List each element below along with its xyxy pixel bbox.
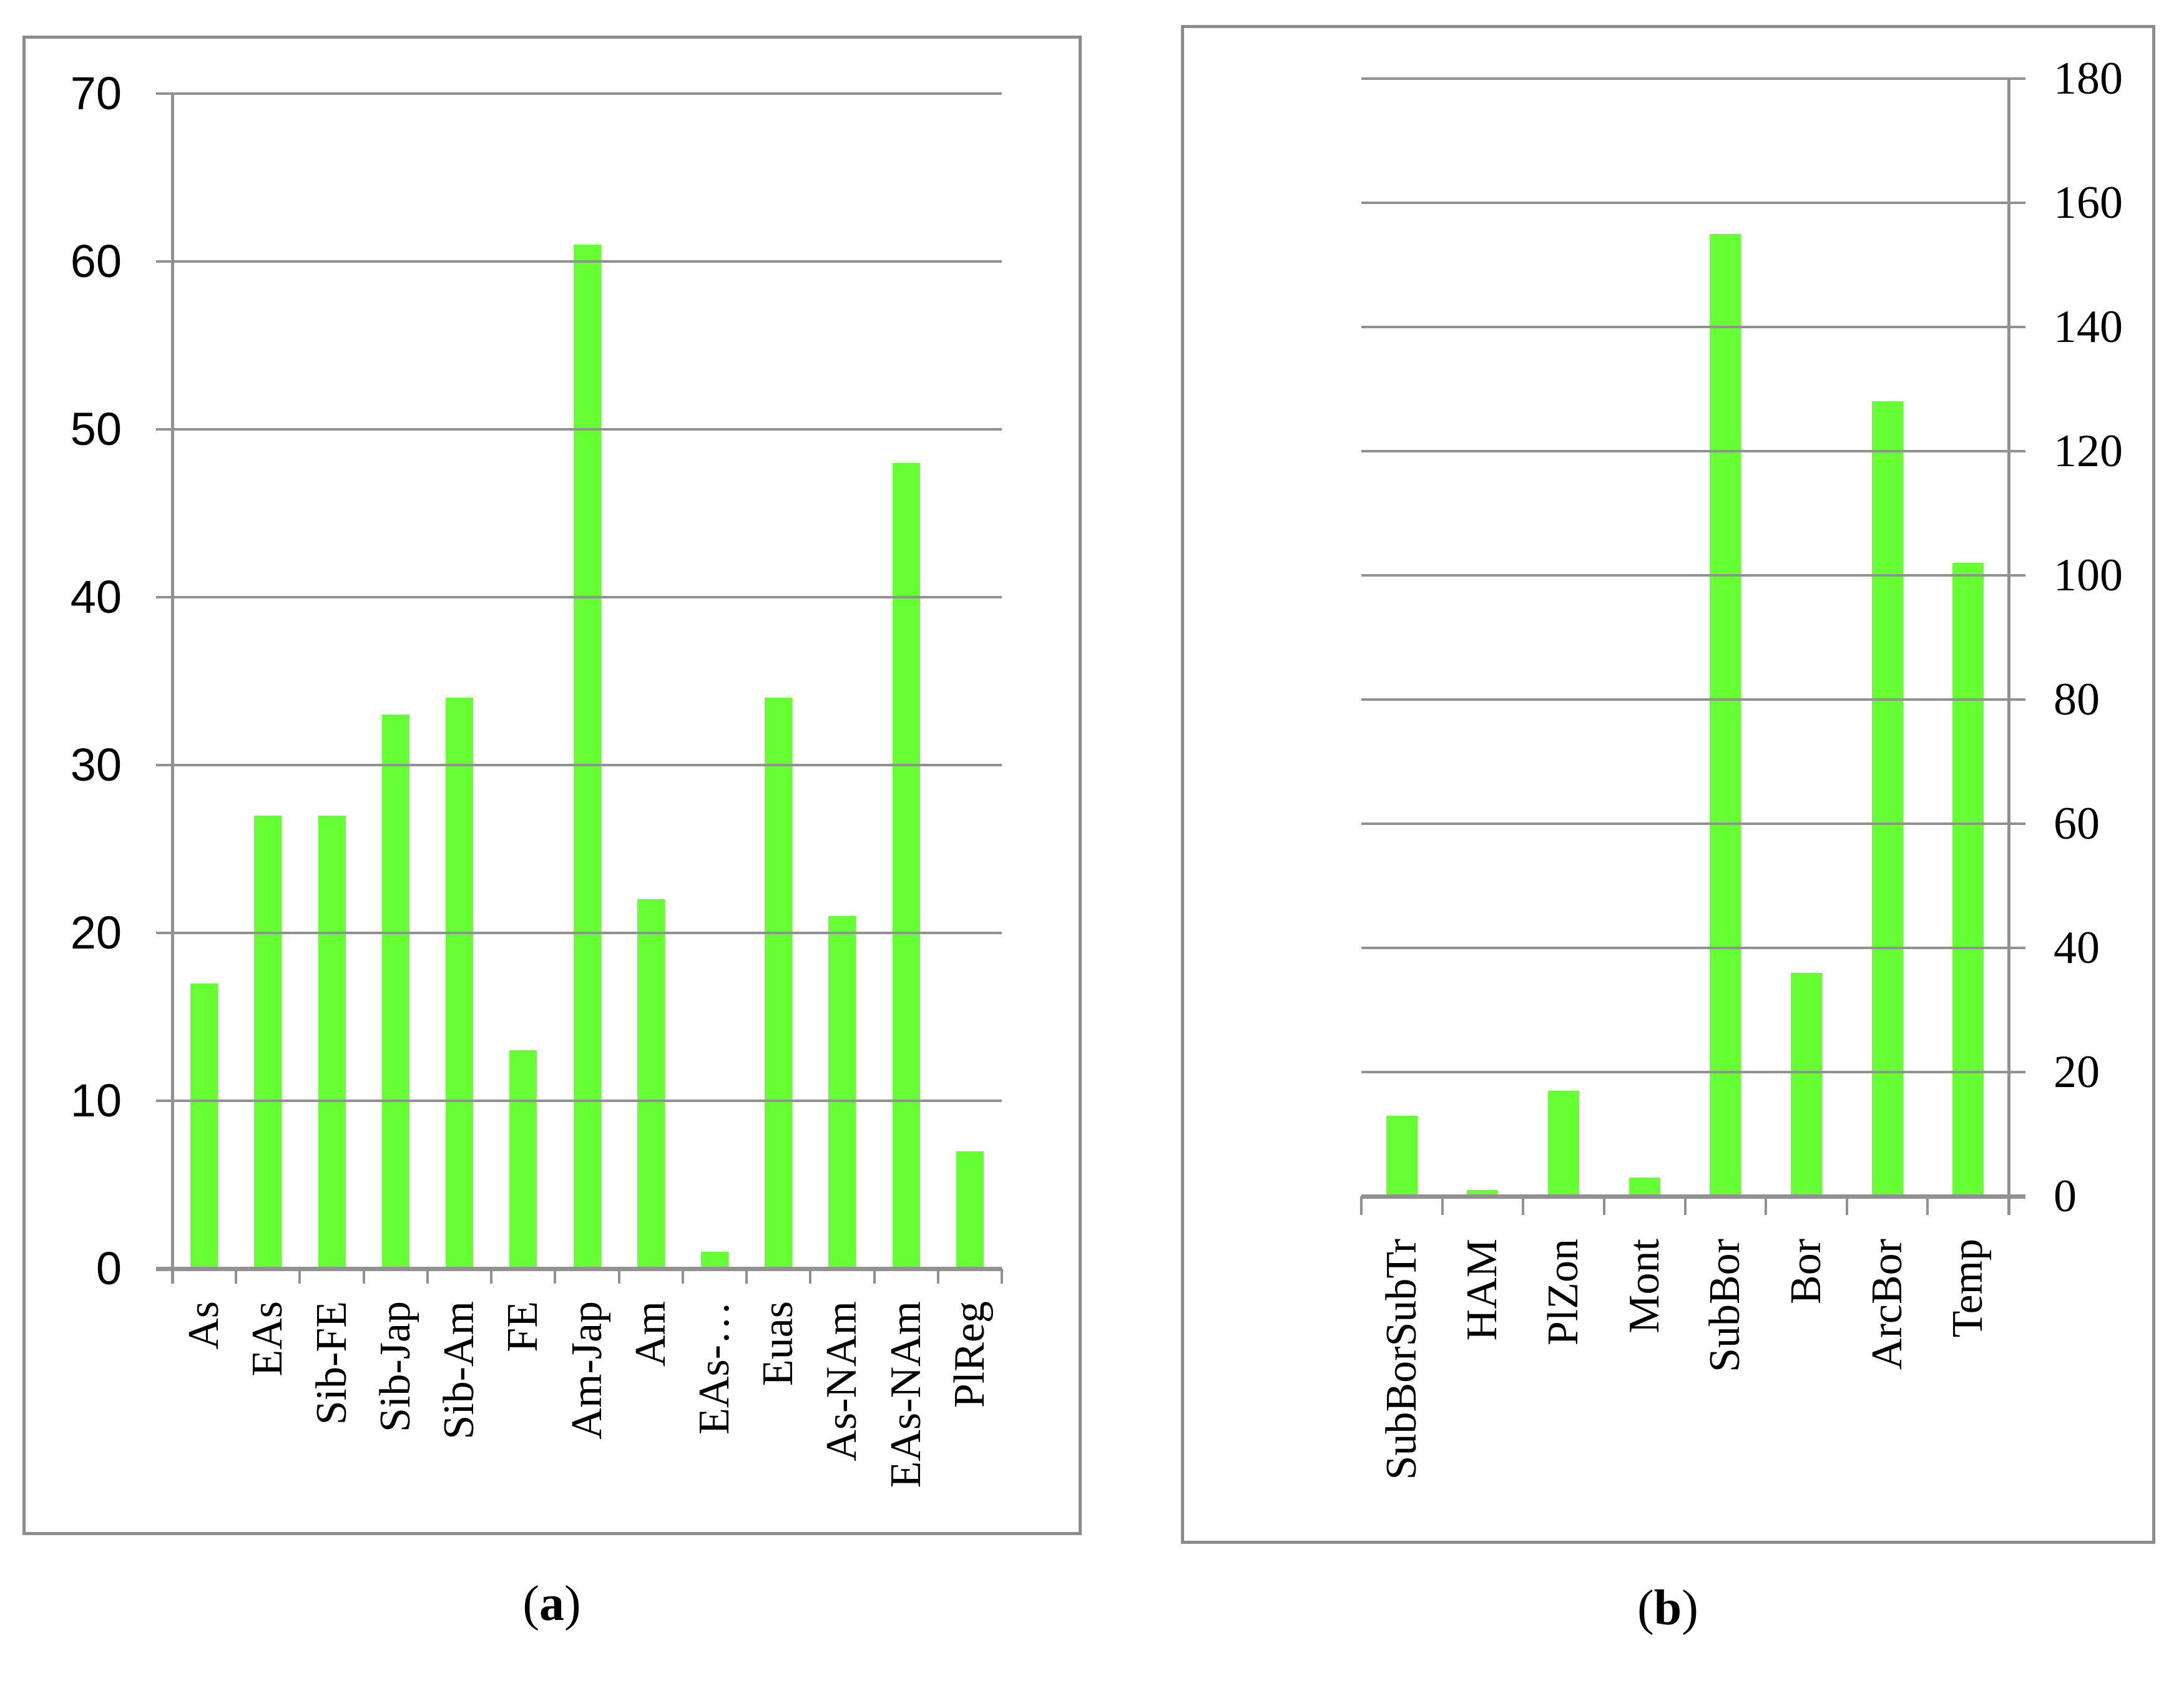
- caption-b-open: (: [1637, 1581, 1654, 1636]
- caption-a: (a): [427, 1576, 677, 1632]
- chart-panel-a: [22, 36, 1082, 1535]
- caption-a-close: ): [564, 1576, 581, 1631]
- caption-a-letter: a: [539, 1576, 564, 1631]
- caption-b-close: ): [1682, 1581, 1698, 1636]
- caption-a-open: (: [522, 1576, 539, 1631]
- chart-panel-b: [1181, 25, 2155, 1544]
- caption-b-letter: b: [1653, 1581, 1682, 1636]
- caption-b: (b): [1543, 1580, 1793, 1637]
